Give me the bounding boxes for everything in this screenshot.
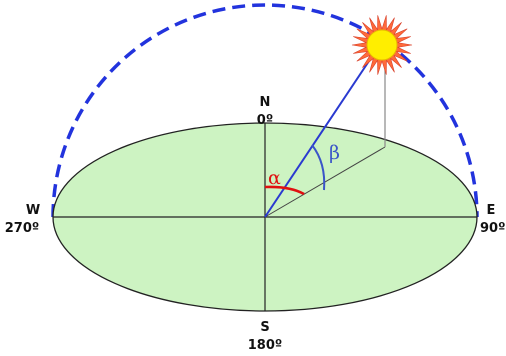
- sun-icon: [351, 15, 413, 75]
- sky-dome-arc: [51, 3, 479, 218]
- altitude-angle-arc: [311, 144, 326, 191]
- east-label: E: [487, 203, 496, 218]
- north-label: N: [260, 95, 271, 110]
- west-degrees: 270º: [5, 221, 39, 236]
- south-degrees: 180º: [248, 338, 282, 353]
- south-label: S: [260, 320, 269, 335]
- azimuth-angle-arc: [264, 185, 305, 196]
- north-degrees: 0º: [257, 113, 273, 128]
- azimuth-symbol: α: [268, 167, 281, 189]
- east-degrees: 90º: [480, 221, 505, 236]
- altitude-symbol: β: [329, 142, 340, 164]
- west-label: W: [26, 203, 40, 218]
